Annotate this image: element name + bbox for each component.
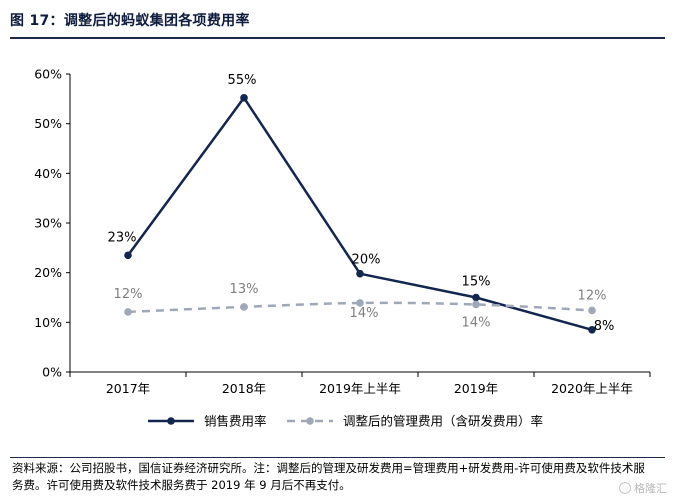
watermark-logo-icon [619, 482, 631, 494]
series-2-data-label: 12% [578, 288, 607, 303]
y-tick-label: 0% [42, 365, 62, 380]
series-1-data-label: 20% [352, 253, 381, 268]
figure-title: 图 17：调整后的蚂蚁集团各项费用率 [10, 13, 250, 29]
x-tick-label: 2019年 [454, 381, 498, 396]
series-1-point [472, 293, 480, 302]
data-labels: 23% 55% 20% 15% 8% 12% 13% 14% 14% 12% [108, 73, 615, 334]
series-2-point [472, 300, 480, 309]
title-rule [10, 37, 665, 39]
y-tick-label: 40% [34, 166, 62, 181]
series-2-point [588, 306, 596, 315]
series-1-point [240, 94, 248, 102]
series-2-point [124, 308, 132, 316]
y-tick-label: 10% [34, 315, 62, 330]
legend-marker-1 [167, 417, 175, 425]
x-tick-label: 2019年上半年 [319, 381, 401, 396]
y-tick-label: 60% [34, 67, 62, 82]
source-rule [10, 457, 665, 458]
watermark-text: 格隆汇 [634, 482, 667, 495]
series-2-data-label: 14% [350, 306, 379, 321]
series-2-point [356, 299, 364, 307]
line-chart: 0%10%20%30%40%50%60% 2017年 2018年 2019年上半年 2… [34, 67, 651, 429]
legend-label-1: 销售费用率 [204, 414, 267, 429]
x-tick-label: 2018年 [222, 381, 266, 396]
x-tick-labels: 2017年 2018年 2019年上半年 2019年 2020年上半年 [69, 372, 651, 396]
x-tick-label: 2017年 [106, 381, 150, 396]
series-points [124, 94, 596, 334]
series-1-data-label: 15% [462, 275, 491, 290]
series-1-point [356, 269, 364, 278]
series-2-point [240, 303, 248, 311]
y-tick-label: 20% [34, 265, 62, 280]
legend-label-2: 调整后的管理费用（含研发费用）率 [343, 414, 543, 429]
series-lines [126, 96, 593, 332]
series-1-data-label: 23% [108, 230, 137, 245]
series-1-data-label: 8% [594, 319, 615, 334]
legend-marker-2 [306, 417, 314, 425]
series-1-data-label: 55% [228, 73, 257, 88]
source-note: 资料来源：公司招股书，国信证券经济研究所。注：调整后的管理及研发费用=管理费用+… [12, 461, 645, 492]
y-tick-label: 50% [34, 116, 62, 131]
series-2-data-label: 14% [462, 315, 491, 330]
y-tick-label: 30% [34, 216, 62, 231]
watermark: 格隆汇 [619, 480, 667, 496]
series-1-point [124, 251, 132, 260]
series-line-2 [127, 301, 593, 314]
series-2-data-label: 12% [114, 287, 143, 302]
legend: 销售费用率 调整后的管理费用（含研发费用）率 [148, 414, 543, 429]
x-tick-label: 2020年上半年 [551, 381, 633, 396]
series-line-1 [126, 96, 593, 332]
y-tick-labels: 0% 10% 20% 30% 40% 50% 60% [34, 67, 70, 380]
series-2-data-label: 13% [230, 282, 259, 297]
series-1-point [588, 325, 596, 334]
chart-axes [69, 74, 650, 373]
